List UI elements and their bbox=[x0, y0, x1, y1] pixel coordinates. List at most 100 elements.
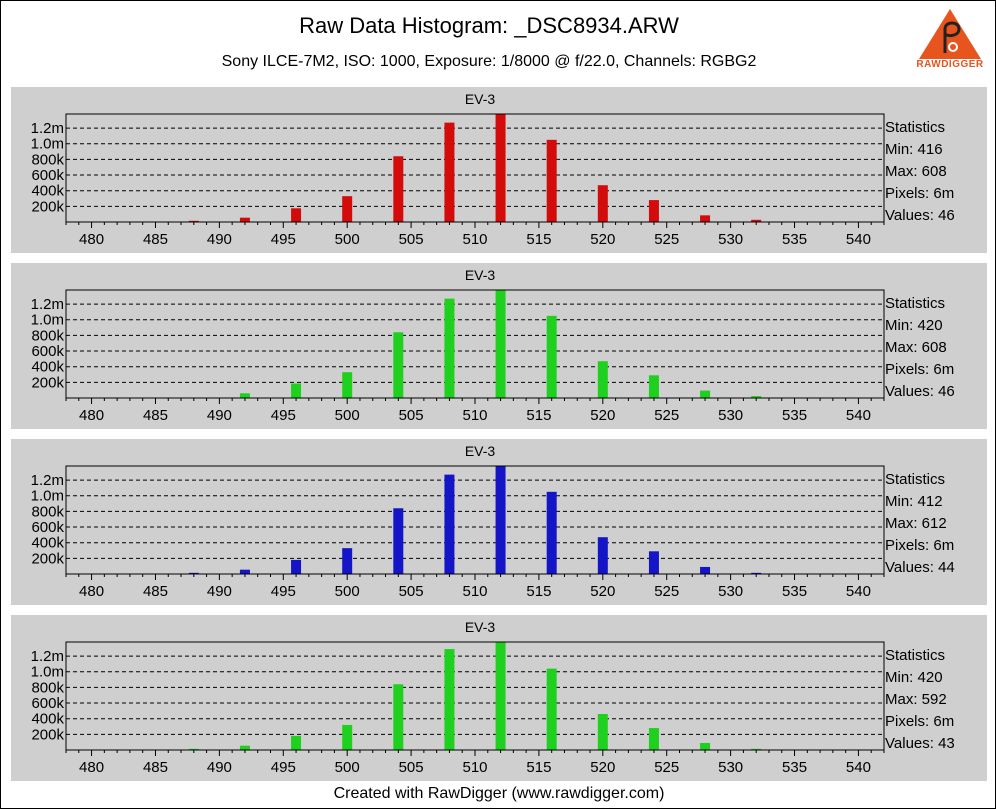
histogram-bar bbox=[188, 572, 199, 574]
x-tick-label: 515 bbox=[526, 583, 551, 600]
x-tick-label: 510 bbox=[462, 759, 487, 776]
histogram-bar bbox=[751, 396, 762, 398]
stat-max: Max: 608 bbox=[885, 339, 947, 356]
stat-min: Min: 420 bbox=[885, 669, 943, 686]
x-tick-label: 525 bbox=[654, 583, 679, 600]
histogram-bar bbox=[597, 714, 608, 750]
histogram-bar bbox=[495, 114, 506, 222]
x-tick-label: 495 bbox=[271, 231, 296, 248]
x-tick-label: 485 bbox=[143, 407, 168, 424]
x-tick-label: 510 bbox=[462, 407, 487, 424]
y-tick-label: 1.2m bbox=[31, 120, 64, 137]
x-tick-label: 480 bbox=[79, 759, 104, 776]
histogram-panel: EV-3 200k 400k 600k 800k 1.0m 1.2m 480 485 490 495… bbox=[11, 615, 987, 781]
histogram-bar bbox=[495, 466, 506, 574]
x-tick-label: 520 bbox=[590, 231, 615, 248]
x-tick-label: 490 bbox=[207, 231, 232, 248]
x-tick-label: 535 bbox=[782, 407, 807, 424]
histogram-bar bbox=[546, 315, 557, 398]
x-tick-label: 490 bbox=[207, 583, 232, 600]
x-tick-label: 540 bbox=[846, 407, 871, 424]
x-tick-label: 530 bbox=[718, 231, 743, 248]
stat-pixels: Pixels: 6m bbox=[885, 713, 955, 730]
x-tick-label: 500 bbox=[335, 231, 360, 248]
histogram-bar bbox=[342, 724, 353, 750]
stat-values: Values: 46 bbox=[885, 383, 955, 400]
histogram-bar bbox=[546, 491, 557, 574]
statistics-block: Statistics Min: 420 Max: 592 Pixels: 6m Valu… bbox=[885, 645, 985, 755]
x-tick-label: 490 bbox=[207, 407, 232, 424]
y-tick-label: 1.0m bbox=[31, 488, 64, 505]
x-tick-label: 485 bbox=[143, 231, 168, 248]
histogram-bar bbox=[291, 208, 302, 222]
x-tick-label: 515 bbox=[526, 759, 551, 776]
stat-pixels: Pixels: 6m bbox=[885, 185, 955, 202]
panel-title: EV-3 bbox=[464, 443, 496, 459]
x-tick-label: 480 bbox=[79, 407, 104, 424]
histogram-bar bbox=[597, 361, 608, 398]
histogram-bar bbox=[188, 220, 199, 222]
histogram-bar bbox=[751, 219, 762, 222]
x-tick-label: 505 bbox=[399, 759, 424, 776]
x-tick-label: 515 bbox=[526, 231, 551, 248]
histogram-bar bbox=[700, 566, 711, 574]
x-tick-label: 530 bbox=[718, 407, 743, 424]
histogram-bar bbox=[291, 735, 302, 750]
y-tick-label: 1.0m bbox=[31, 664, 64, 681]
histogram-bar bbox=[444, 649, 455, 750]
histogram-bar bbox=[239, 217, 250, 222]
histogram-bar bbox=[597, 185, 608, 222]
histogram-bar bbox=[444, 298, 455, 398]
histogram-bar bbox=[291, 383, 302, 398]
x-tick-label: 540 bbox=[846, 583, 871, 600]
stat-heading: Statistics bbox=[885, 295, 946, 312]
histogram-bar bbox=[495, 290, 506, 398]
x-tick-label: 520 bbox=[590, 407, 615, 424]
histogram-bar bbox=[700, 742, 711, 750]
x-tick-label: 525 bbox=[654, 759, 679, 776]
y-tick-label: 400k bbox=[31, 359, 64, 376]
y-tick-label: 400k bbox=[31, 183, 64, 200]
histogram-panel: EV-3 200k 400k 600k 800k 1.0m 1.2m 480 485 490 495… bbox=[11, 439, 987, 605]
x-tick-label: 510 bbox=[462, 231, 487, 248]
stat-heading: Statistics bbox=[885, 647, 946, 664]
y-tick-label: 600k bbox=[31, 519, 64, 536]
stat-min: Min: 412 bbox=[885, 493, 943, 510]
stat-max: Max: 608 bbox=[885, 163, 947, 180]
y-tick-label: 600k bbox=[31, 167, 64, 184]
histogram-bar bbox=[393, 508, 404, 574]
stat-values: Values: 46 bbox=[885, 207, 955, 224]
stat-pixels: Pixels: 6m bbox=[885, 361, 955, 378]
histogram-bar bbox=[546, 668, 557, 750]
x-tick-label: 525 bbox=[654, 231, 679, 248]
statistics-block: Statistics Min: 412 Max: 612 Pixels: 6m Valu… bbox=[885, 469, 985, 579]
x-tick-label: 505 bbox=[399, 407, 424, 424]
histogram-bar bbox=[648, 200, 659, 222]
x-tick-label: 510 bbox=[462, 583, 487, 600]
logo-triangle bbox=[919, 9, 981, 59]
histogram-bar bbox=[751, 572, 762, 574]
histogram-bar bbox=[495, 642, 506, 750]
stat-min: Min: 420 bbox=[885, 317, 943, 334]
x-tick-label: 520 bbox=[590, 759, 615, 776]
stat-max: Max: 592 bbox=[885, 691, 947, 708]
histogram-bar bbox=[291, 559, 302, 574]
logo-text: RAWDIGGER bbox=[916, 59, 984, 70]
stat-heading: Statistics bbox=[885, 471, 946, 488]
y-tick-label: 800k bbox=[31, 151, 64, 168]
histogram-panel: EV-3 200k 400k 600k 800k 1.0m 1.2m 480 485 490 495… bbox=[11, 263, 987, 429]
x-tick-label: 505 bbox=[399, 231, 424, 248]
y-tick-label: 600k bbox=[31, 343, 64, 360]
x-tick-label: 490 bbox=[207, 759, 232, 776]
x-tick-label: 520 bbox=[590, 583, 615, 600]
statistics-block: Statistics Min: 416 Max: 608 Pixels: 6m Valu… bbox=[885, 117, 985, 227]
x-tick-label: 495 bbox=[271, 407, 296, 424]
stat-values: Values: 43 bbox=[885, 735, 955, 752]
y-tick-label: 200k bbox=[31, 374, 64, 391]
x-tick-label: 535 bbox=[782, 759, 807, 776]
x-tick-label: 525 bbox=[654, 407, 679, 424]
histogram-bar bbox=[239, 393, 250, 398]
histogram-bar bbox=[648, 375, 659, 398]
